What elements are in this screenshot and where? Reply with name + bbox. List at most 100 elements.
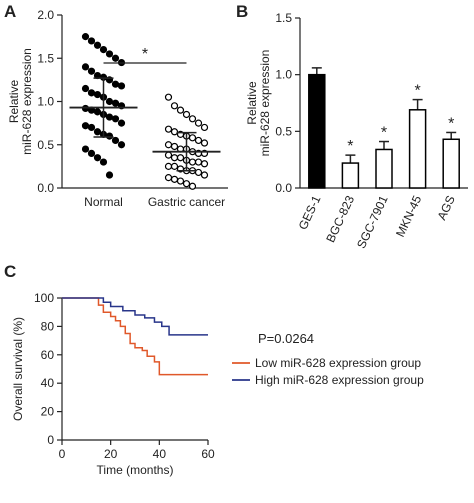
y-tick-label: 0.5: [275, 124, 292, 138]
x-tick-label: BGC-823: [323, 193, 357, 245]
y-axis-label: Relative: [245, 81, 259, 125]
data-point: [200, 171, 209, 179]
y-tick-label: 1.5: [275, 11, 292, 25]
data-point: [99, 158, 108, 166]
y-tick-label: 1.0: [275, 68, 292, 82]
data-point: [111, 54, 120, 62]
data-point: [194, 119, 203, 127]
data-point: [164, 93, 173, 101]
data-point: [81, 122, 90, 130]
data-point: [81, 84, 90, 93]
data-point: [105, 97, 114, 106]
data-point: [105, 132, 114, 140]
data-point: [176, 177, 185, 185]
data-point: [105, 171, 114, 179]
survival-line: [62, 297, 208, 376]
data-point: [170, 162, 179, 170]
y-axis-label: miR-628 expression: [20, 48, 34, 155]
y-tick-label: 0.0: [37, 181, 54, 195]
data-point: [164, 125, 173, 133]
y-tick-label: 80: [41, 319, 55, 333]
data-point: [117, 119, 126, 127]
data-point: [93, 128, 102, 136]
x-tick-label: AGS: [435, 193, 458, 222]
data-point: [176, 154, 185, 162]
data-point: [164, 174, 173, 182]
data-point: [200, 123, 209, 132]
data-point: [87, 89, 96, 97]
data-point: [194, 158, 203, 166]
panel-label: B: [236, 2, 248, 21]
data-point: [188, 115, 197, 123]
x-tick-label: 20: [104, 447, 118, 461]
data-point: [176, 106, 185, 114]
data-point: [188, 182, 197, 190]
y-tick-label: 1.0: [37, 95, 54, 109]
y-tick-label: 40: [41, 376, 55, 390]
p-value-annotation: P=0.0264: [258, 331, 314, 346]
data-point: [111, 136, 120, 145]
data-point: [111, 80, 120, 88]
y-tick-label: 0.0: [275, 181, 292, 195]
data-point: [164, 162, 173, 170]
y-tick-label: 0: [47, 433, 54, 447]
data-point: [99, 45, 108, 54]
data-point: [194, 136, 203, 145]
data-point: [93, 108, 102, 116]
data-point: [182, 180, 191, 188]
data-point: [194, 168, 203, 177]
y-tick-label: 0.5: [37, 138, 54, 152]
data-point: [200, 139, 209, 147]
data-point: [105, 50, 114, 58]
data-point: [87, 123, 96, 132]
significance-label: *: [347, 138, 353, 155]
significance-label: *: [381, 125, 387, 142]
data-point: [117, 82, 126, 90]
data-point: [200, 160, 209, 168]
data-point: [170, 175, 179, 183]
bar: [442, 138, 460, 189]
x-tick-label: Normal: [84, 195, 123, 209]
data-point: [93, 154, 102, 162]
panel-label: C: [4, 262, 16, 281]
data-point: [87, 37, 96, 45]
x-tick-label: 60: [201, 447, 215, 461]
y-axis-label: miR-628 expression: [258, 50, 272, 157]
data-point: [111, 115, 120, 123]
y-tick-label: 1.5: [37, 51, 54, 65]
data-point: [81, 63, 90, 71]
x-tick-label: 0: [59, 447, 66, 461]
x-tick-label: GES-1: [296, 193, 324, 232]
data-point: [164, 141, 173, 149]
significance-label: *: [414, 83, 420, 100]
data-point: [81, 33, 90, 41]
y-tick-label: 2.0: [37, 8, 54, 22]
panel-label: A: [4, 2, 16, 21]
significance-label: *: [142, 46, 148, 63]
data-point: [93, 41, 102, 49]
significance-label: *: [448, 115, 454, 132]
bar: [408, 109, 427, 189]
data-point: [87, 67, 96, 75]
bar: [341, 162, 360, 189]
data-point: [93, 90, 102, 99]
data-point: [170, 142, 179, 151]
data-point: [182, 110, 191, 119]
survival-line: [62, 297, 208, 336]
y-tick-label: 60: [41, 348, 55, 362]
data-point: [87, 149, 96, 157]
x-tick-label: 40: [153, 447, 167, 461]
x-axis-label: Time (months): [97, 463, 174, 477]
y-axis-label: Relative: [7, 80, 21, 124]
x-tick-label: MKN-45: [393, 193, 424, 239]
legend-label: High miR-628 expression group: [255, 373, 424, 387]
data-point: [170, 154, 179, 162]
data-point: [188, 134, 197, 142]
y-tick-label: 20: [41, 405, 55, 419]
legend-label: Low miR-628 expression group: [255, 356, 421, 370]
bar: [308, 73, 326, 189]
bar: [375, 148, 393, 189]
data-point: [164, 151, 173, 159]
y-tick-label: 100: [34, 291, 54, 305]
